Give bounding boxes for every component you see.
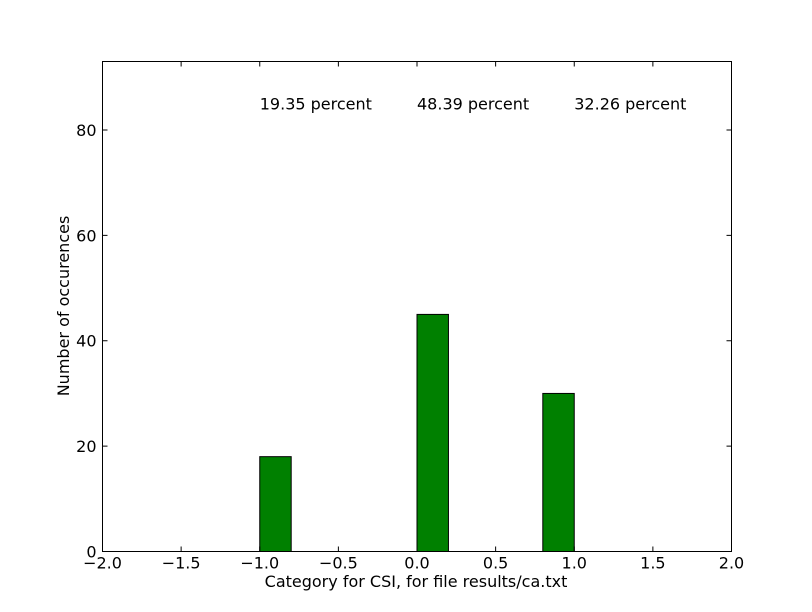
percent-annotation: 32.26 percent [574, 95, 686, 114]
y-tick-label: 40 [76, 332, 96, 351]
x-tick-label: −0.5 [319, 554, 358, 573]
x-tick-label: −1.0 [240, 554, 279, 573]
percent-annotation: 19.35 percent [260, 95, 372, 114]
x-tick-label: 1.0 [562, 554, 587, 573]
x-tick-label: −1.5 [162, 554, 201, 573]
axis-ticks: −2.0 −1.5 −1.0 −0.5 0.0 0.5 1.0 1.5 2.0 0 20 40 60 80 [76, 61, 744, 573]
bar [259, 456, 292, 552]
y-tick-label: 80 [76, 121, 96, 140]
percent-annotation: 48.39 percent [417, 95, 529, 114]
x-tick-label: 0.0 [404, 554, 429, 573]
y-tick-label: 0 [86, 543, 96, 562]
y-tick-label: 20 [76, 437, 96, 456]
x-tick-label: 0.5 [483, 554, 508, 573]
x-tick-label: 1.5 [640, 554, 665, 573]
annotations: 19.35 percent 48.39 percent 32.26 percent [260, 95, 687, 114]
bar [416, 313, 449, 552]
y-tick-label: 60 [76, 226, 96, 245]
x-tick-label: 2.0 [719, 554, 744, 573]
x-tick-label: −2.0 [83, 554, 122, 573]
y-axis-label: Number of occurences [54, 216, 73, 397]
bar [542, 392, 575, 552]
plot-area [259, 313, 575, 552]
x-axis-label: Category for CSI, for file results/ca.tx… [265, 572, 568, 591]
